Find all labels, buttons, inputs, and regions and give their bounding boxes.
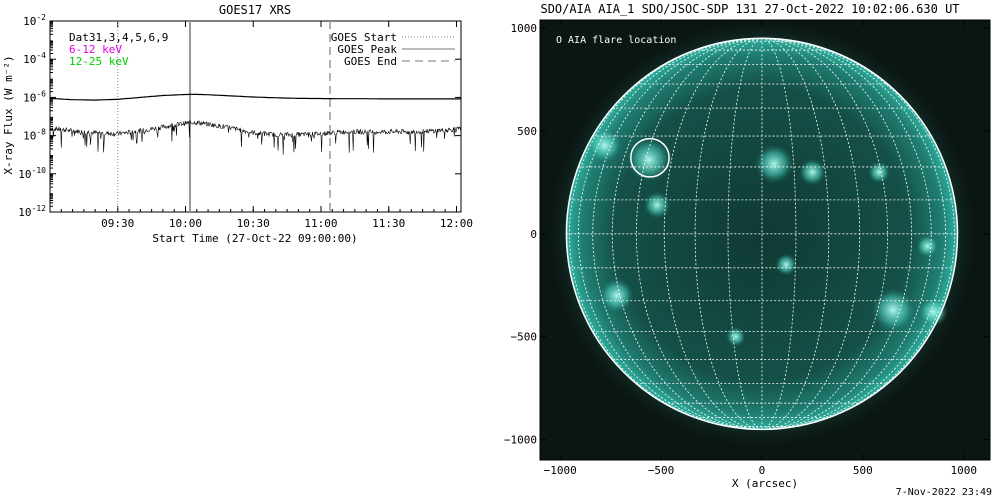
- lc-plot-frame: [49, 20, 462, 213]
- lc-y-tick-label: 10-12: [18, 204, 46, 219]
- aia-sun-image-chart: SDO/AIA AIA_1 SDO/JSOC-SDP 131 27-Oct-20…: [504, 2, 991, 490]
- aia-x-tick-label: 1000: [951, 464, 978, 477]
- aia-x-tick-label: 500: [853, 464, 873, 477]
- longitude-line: [761, 37, 946, 430]
- active-region: [643, 191, 671, 219]
- active-region: [871, 288, 915, 332]
- lc-series-long: [49, 93, 461, 101]
- lc-xlabel: Start Time (27-Oct-22 09:00:00): [152, 232, 357, 245]
- lc-annotation: 6-12 keV: [69, 43, 122, 56]
- aia-y-tick-label: −1000: [504, 433, 537, 446]
- flare-location-circle: [630, 137, 670, 178]
- lc-plot-area: [49, 20, 462, 213]
- lc-ylabel: X-ray Flux (W m⁻²): [2, 55, 15, 174]
- aia-y-tick-label: 500: [517, 125, 537, 138]
- lc-y-tick-label: 10-2: [23, 13, 46, 28]
- lc-legend-label: GOES Peak: [337, 43, 397, 56]
- aia-xlabel: X (arcsec): [732, 477, 798, 490]
- longitude-line: [761, 37, 860, 430]
- lc-series-short: [49, 119, 462, 155]
- lc-x-tick-label: 09:30: [101, 217, 134, 230]
- active-region: [775, 253, 798, 276]
- sun-disk: [566, 38, 958, 430]
- active-region: [868, 161, 890, 184]
- active-region: [587, 128, 622, 163]
- generation-date: 7-Nov-2022 23:49: [895, 487, 992, 498]
- longitude-line: [727, 37, 762, 430]
- aia-title: SDO/AIA AIA_1 SDO/JSOC-SDP 131 27-Oct-20…: [540, 2, 959, 16]
- lc-y-tick-label: 10-6: [23, 89, 46, 104]
- lc-x-tick-label: 11:30: [372, 217, 405, 230]
- active-region: [627, 138, 671, 182]
- active-region: [918, 297, 949, 327]
- active-region: [726, 326, 746, 347]
- longitude-line: [569, 37, 762, 430]
- lc-y-tick-label: 10-8: [23, 128, 46, 143]
- heliographic-grid: [565, 37, 959, 431]
- aia-x-tick-label: −500: [648, 464, 675, 477]
- active-region: [799, 158, 826, 186]
- goes-lightcurve-chart: GOES17 XRS X-ray Flux (W m⁻²) Start Time…: [2, 3, 473, 245]
- sun-disk-layer: [543, 20, 981, 453]
- active-region: [599, 278, 634, 313]
- lc-x-tick-label: 10:30: [237, 217, 270, 230]
- longitude-line: [612, 37, 762, 430]
- lc-annotation: Dat31,3,4,5,6,9: [69, 31, 168, 44]
- longitude-line: [761, 37, 797, 430]
- lc-legend-label: GOES Start: [331, 31, 397, 44]
- longitude-line: [761, 37, 955, 430]
- lc-y-tick-label: 10-4: [23, 51, 46, 66]
- lc-annotation: 12-25 keV: [69, 55, 129, 68]
- longitude-line: [761, 37, 912, 430]
- aia-y-tick-label: 1000: [511, 22, 538, 35]
- lc-x-tick-label: 12:00: [440, 217, 473, 230]
- aia-x-tick-label: −1000: [544, 464, 577, 477]
- active-region: [916, 235, 939, 258]
- aia-x-ticks: −1000 −500 0 500 1000: [544, 20, 977, 477]
- aia-y-tick-label: 0: [530, 228, 537, 241]
- aia-y-ticks: 1000 500 0 −500 −1000: [504, 22, 990, 446]
- longitude-line: [664, 37, 762, 430]
- lc-x-ticks: 09:30 10:00 10:30 11:00 11:30 12:00: [49, 21, 473, 230]
- lc-y-tick-label: 10-10: [18, 166, 46, 181]
- aia-legend: O AIA flare location: [556, 35, 676, 46]
- active-region: [754, 144, 794, 184]
- aia-x-tick-label: 0: [759, 464, 766, 477]
- longitude-line: [761, 37, 830, 430]
- aia-y-tick-label: −500: [511, 331, 538, 344]
- flare-marker-layer: [630, 137, 670, 178]
- lc-x-tick-label: 10:00: [169, 217, 202, 230]
- longitude-line: [578, 37, 762, 430]
- longitude-line: [694, 37, 762, 430]
- lc-x-tick-label: 11:00: [304, 217, 337, 230]
- lc-title: GOES17 XRS: [219, 3, 291, 17]
- lc-legend-label: GOES End: [344, 55, 397, 68]
